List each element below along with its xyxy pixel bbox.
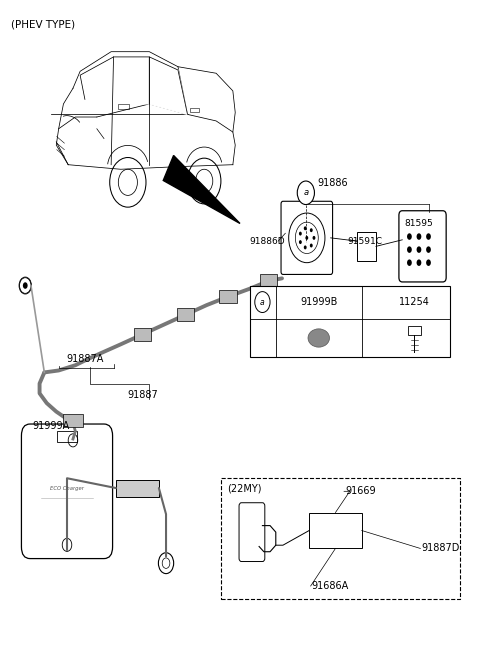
Text: 91999A: 91999A: [33, 420, 70, 430]
Text: (22MY): (22MY): [227, 483, 261, 493]
Bar: [63, 414, 83, 427]
Text: (PHEV TYPE): (PHEV TYPE): [11, 20, 75, 30]
Circle shape: [426, 247, 431, 253]
Circle shape: [255, 292, 270, 312]
Circle shape: [407, 247, 412, 253]
Text: a: a: [303, 188, 309, 197]
Circle shape: [304, 226, 307, 230]
Bar: [58, 430, 76, 442]
Bar: [309, 512, 362, 548]
Circle shape: [297, 181, 314, 205]
Text: 91886D: 91886D: [250, 237, 285, 245]
Circle shape: [305, 236, 308, 240]
Text: 81595: 81595: [405, 219, 433, 228]
Text: 91886: 91886: [318, 178, 348, 188]
Bar: [133, 328, 151, 341]
Bar: [219, 290, 237, 303]
Text: 91591C: 91591C: [348, 237, 383, 245]
Bar: [190, 108, 199, 112]
Bar: [357, 232, 376, 260]
Bar: [408, 325, 421, 335]
Circle shape: [304, 245, 307, 249]
Bar: [250, 285, 450, 358]
Circle shape: [407, 234, 412, 240]
Bar: [221, 478, 459, 599]
Bar: [116, 480, 159, 497]
Circle shape: [426, 234, 431, 240]
Circle shape: [426, 259, 431, 266]
Circle shape: [407, 259, 412, 266]
Text: 91887: 91887: [128, 390, 158, 400]
Text: 91887A: 91887A: [66, 354, 104, 364]
Circle shape: [299, 232, 302, 236]
Bar: [177, 308, 194, 321]
Circle shape: [310, 228, 312, 232]
Text: ECO Charger: ECO Charger: [50, 485, 84, 491]
Circle shape: [417, 234, 421, 240]
Ellipse shape: [308, 329, 329, 347]
Circle shape: [23, 282, 28, 289]
Text: 11254: 11254: [399, 297, 430, 307]
Text: 91686A: 91686A: [312, 581, 349, 591]
Circle shape: [312, 236, 315, 240]
Text: 91999B: 91999B: [300, 297, 337, 307]
Circle shape: [299, 240, 302, 244]
Text: 91669: 91669: [345, 486, 376, 497]
Text: 91887D: 91887D: [421, 543, 460, 554]
Text: a: a: [260, 298, 265, 306]
Polygon shape: [149, 57, 188, 114]
Bar: [260, 274, 277, 287]
Polygon shape: [80, 57, 149, 104]
Polygon shape: [163, 155, 240, 224]
Circle shape: [417, 247, 421, 253]
Bar: [118, 104, 129, 109]
Circle shape: [310, 243, 312, 247]
Circle shape: [417, 259, 421, 266]
